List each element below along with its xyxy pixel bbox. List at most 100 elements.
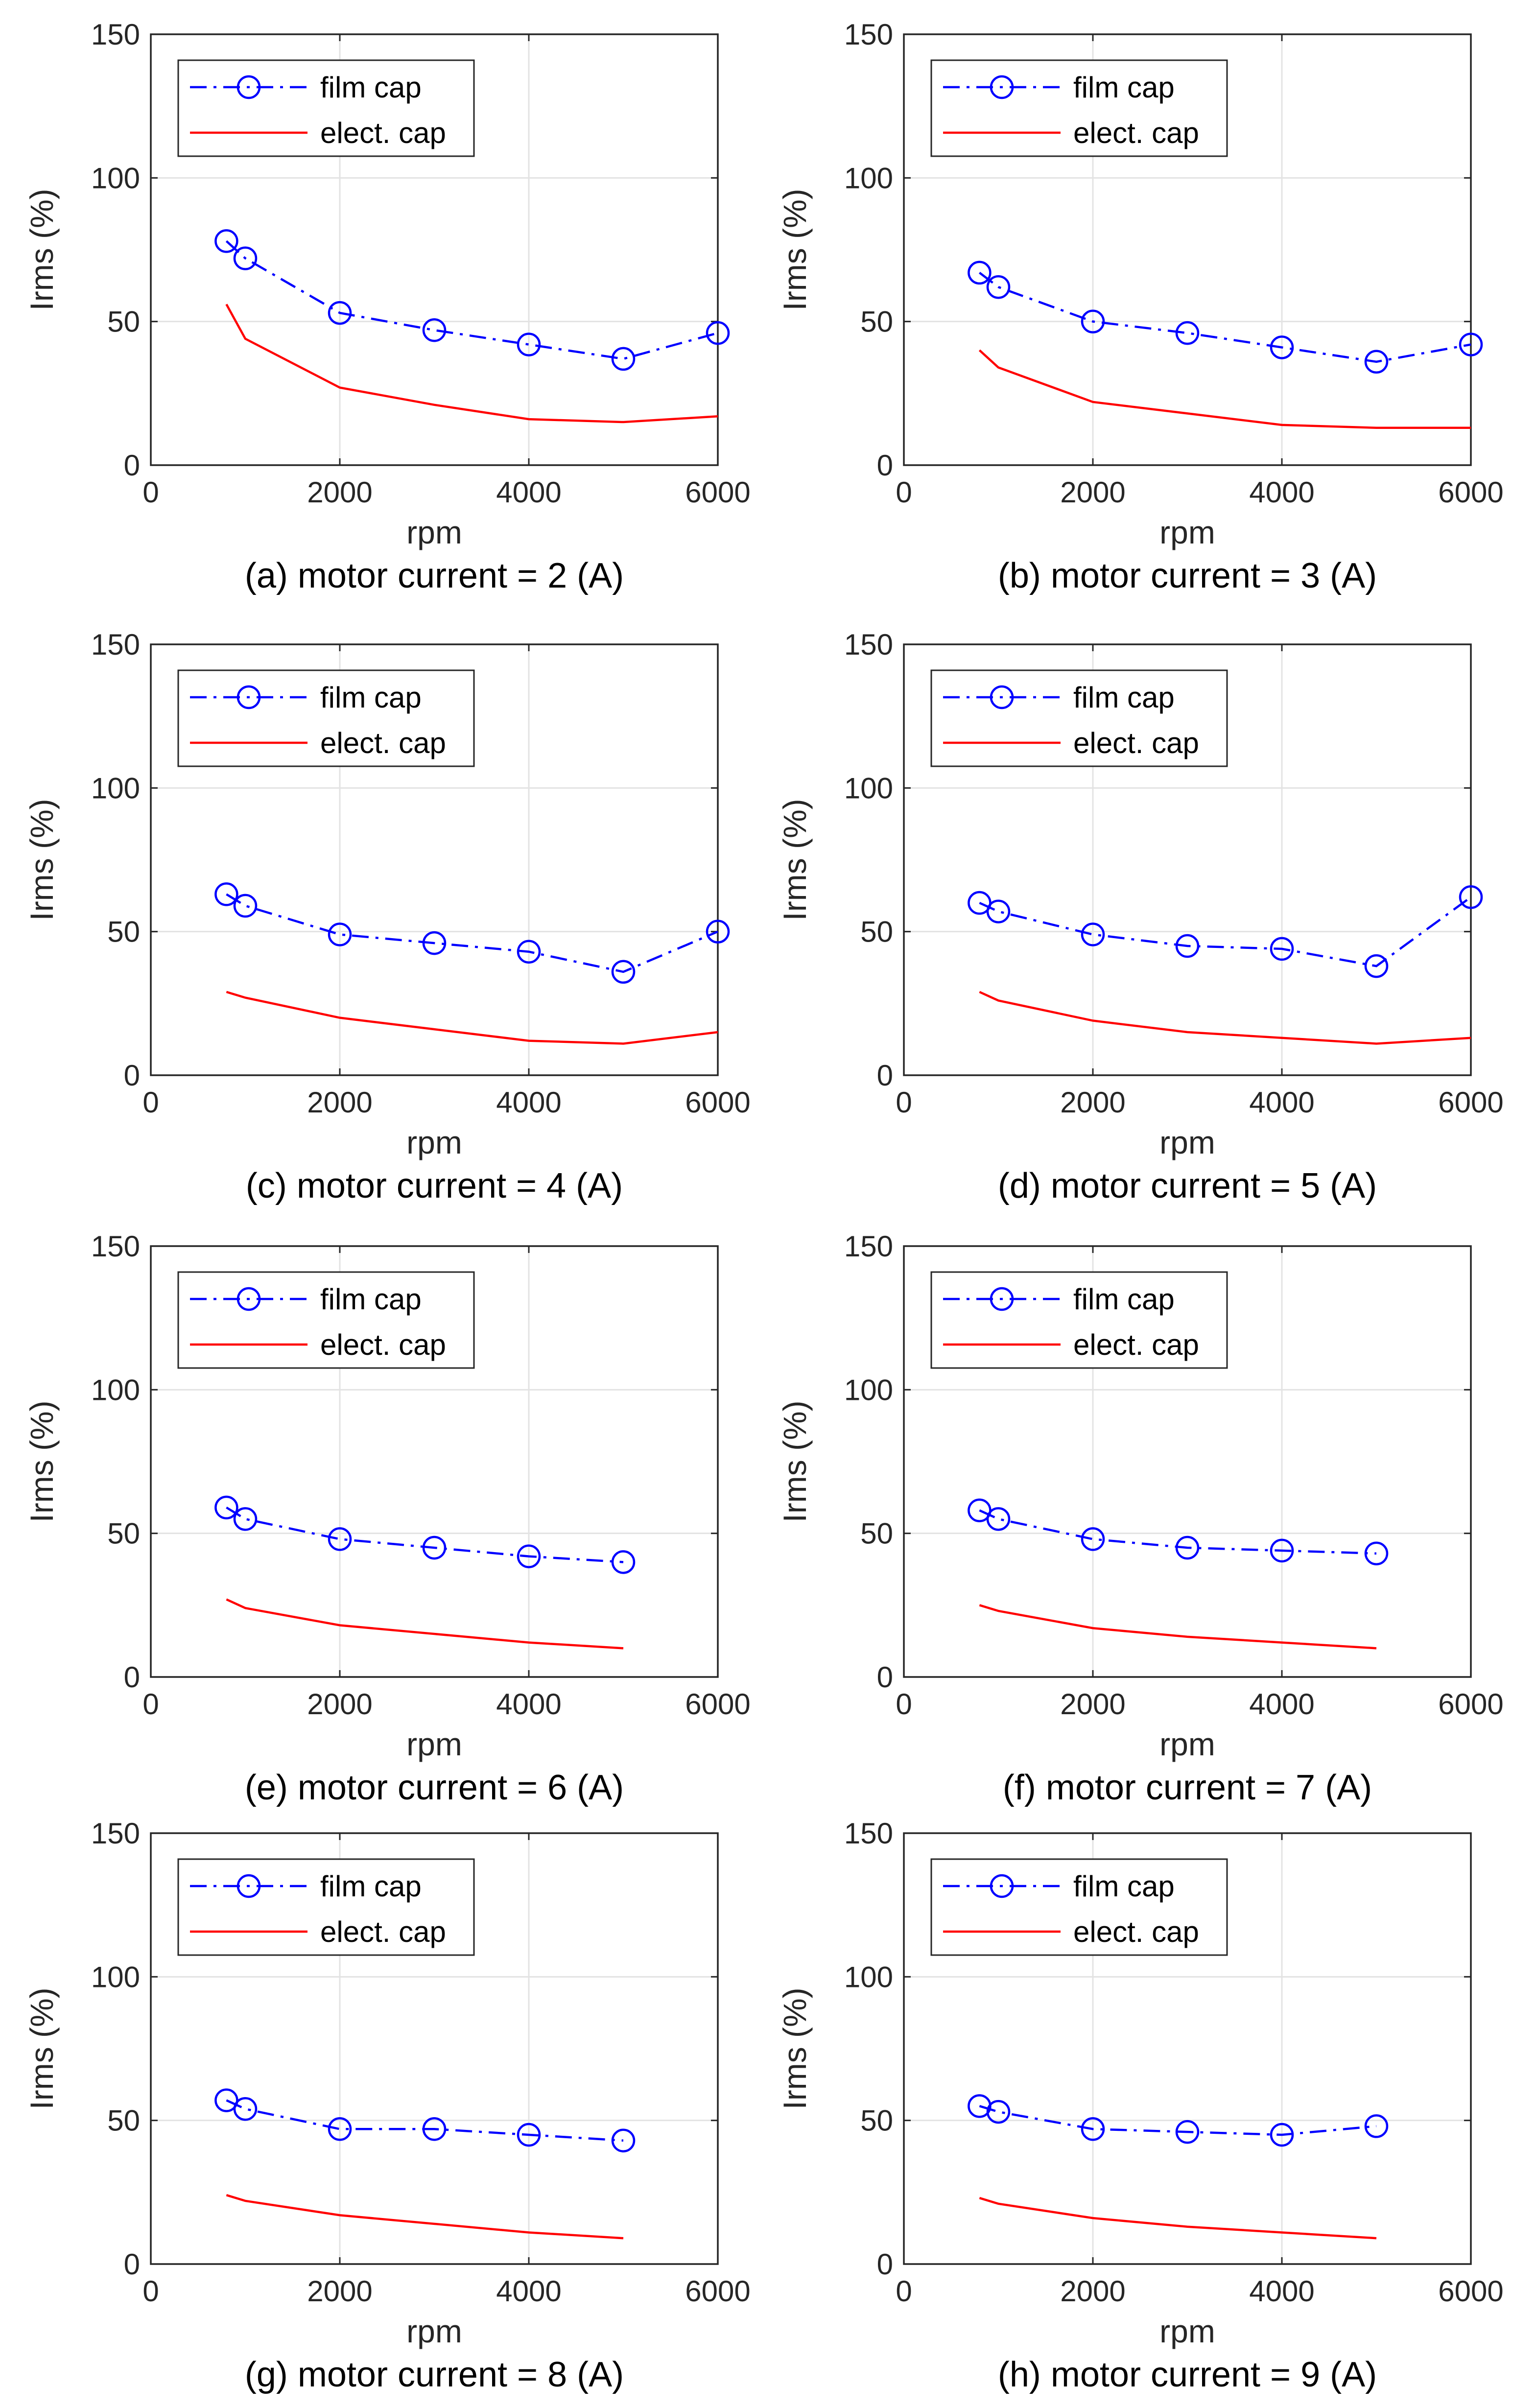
x-axis-label: rpm xyxy=(1159,1726,1215,1762)
y-tick-label: 150 xyxy=(844,18,893,51)
data-point-film-cap xyxy=(328,922,352,946)
x-tick-label: 4000 xyxy=(496,476,561,509)
data-point-film-cap xyxy=(328,2117,352,2141)
legend-label-elect-cap: elect. cap xyxy=(320,727,446,759)
x-tick-label: 4000 xyxy=(496,1086,561,1119)
legend-box xyxy=(930,59,1228,157)
y-axis-label: Irms (%) xyxy=(24,1400,60,1522)
x-axis-label: rpm xyxy=(406,1124,462,1160)
y-tick-label: 0 xyxy=(877,2248,893,2281)
x-axis-label: rpm xyxy=(406,1726,462,1762)
plot-area-box xyxy=(150,1832,719,2265)
chart-caption: (b) motor current = 3 (A) xyxy=(998,556,1377,595)
legend-label-film-cap: film cap xyxy=(320,71,422,104)
data-point-film-cap xyxy=(422,931,447,955)
data-point-film-cap xyxy=(611,1550,636,1574)
x-tick-label: 4000 xyxy=(1249,1688,1314,1721)
y-tick-label: 150 xyxy=(91,1230,140,1263)
data-point-film-cap xyxy=(706,920,730,944)
legend-box xyxy=(930,1858,1228,1956)
legend-marker-film-cap xyxy=(236,685,261,709)
y-tick-label: 50 xyxy=(860,306,893,338)
chart-panel: 0 2000 4000 6000 0 50 100 150 rpm Irms (%) (e) mot… xyxy=(24,1230,751,1807)
legend-box xyxy=(930,669,1228,767)
y-tick-label: 0 xyxy=(124,1661,140,1694)
data-point-film-cap xyxy=(233,1507,258,1531)
data-point-film-cap xyxy=(422,318,447,342)
y-tick-label: 150 xyxy=(91,628,140,661)
x-tick-label: 2000 xyxy=(307,1086,372,1119)
legend-label-film-cap: film cap xyxy=(1073,71,1175,104)
x-tick-label: 2000 xyxy=(307,2275,372,2308)
x-tick-label: 2000 xyxy=(1060,2275,1125,2308)
legend-marker-film-cap xyxy=(990,685,1014,709)
plot-area-box xyxy=(903,643,1472,1076)
x-tick-label: 6000 xyxy=(685,476,750,509)
y-tick-label: 0 xyxy=(124,2248,140,2281)
y-tick-label: 100 xyxy=(91,1960,140,1993)
data-point-film-cap xyxy=(986,275,1011,299)
series-line-film-cap xyxy=(226,893,718,973)
y-tick-label: 100 xyxy=(91,1373,140,1406)
y-tick-label: 0 xyxy=(877,1059,893,1092)
series-line-film-cap xyxy=(226,1506,624,1563)
series-line-film-cap xyxy=(979,896,1472,968)
data-point-film-cap xyxy=(1364,350,1389,374)
series-line-elect-cap xyxy=(226,2194,624,2240)
y-tick-label: 100 xyxy=(91,162,140,194)
x-tick-label: 6000 xyxy=(685,1086,750,1119)
chart-caption: (a) motor current = 2 (A) xyxy=(245,556,624,595)
data-point-film-cap xyxy=(1081,1527,1105,1551)
data-point-film-cap xyxy=(611,347,636,371)
chart-panel: 0 2000 4000 6000 0 50 100 150 rpm Irms (%) (h) mot… xyxy=(777,1817,1504,2394)
y-tick-label: 100 xyxy=(844,772,893,804)
legend-box xyxy=(177,59,475,157)
chart-panel: 0 2000 4000 6000 0 50 100 150 rpm Irms (%) (g) mot… xyxy=(24,1817,751,2394)
chart-panel: 0 2000 4000 6000 0 50 100 150 rpm Irms (%) (a) mot… xyxy=(24,18,751,595)
y-tick-label: 150 xyxy=(844,1817,893,1850)
legend-marker-film-cap xyxy=(990,1287,1014,1311)
x-tick-label: 0 xyxy=(142,2275,159,2308)
x-tick-label: 0 xyxy=(142,1688,159,1721)
data-point-film-cap xyxy=(968,260,992,285)
plot-area-box xyxy=(903,1245,1472,1678)
legend-label-film-cap: film cap xyxy=(320,1283,422,1316)
y-axis-label: Irms (%) xyxy=(24,189,60,310)
y-tick-label: 50 xyxy=(860,2104,893,2137)
chart-caption: (e) motor current = 6 (A) xyxy=(245,1768,624,1807)
y-tick-label: 50 xyxy=(860,1517,893,1550)
data-point-film-cap xyxy=(1270,2123,1294,2147)
data-point-film-cap xyxy=(517,940,541,964)
legend-label-film-cap: film cap xyxy=(320,1870,422,1903)
plot-area-box xyxy=(903,33,1472,466)
y-axis-label: Irms (%) xyxy=(24,799,60,921)
data-point-film-cap xyxy=(1364,2114,1389,2138)
legend-box xyxy=(177,669,475,767)
legend-label-elect-cap: elect. cap xyxy=(320,1328,446,1361)
data-point-film-cap xyxy=(233,246,258,270)
data-point-film-cap xyxy=(986,2100,1011,2124)
chart-caption: (h) motor current = 9 (A) xyxy=(998,2355,1377,2394)
chart-caption: (f) motor current = 7 (A) xyxy=(1003,1768,1372,1807)
data-point-film-cap xyxy=(1175,321,1200,345)
y-tick-label: 100 xyxy=(844,1373,893,1406)
x-axis-label: rpm xyxy=(406,514,462,550)
legend-label-film-cap: film cap xyxy=(1073,681,1175,714)
data-point-film-cap xyxy=(1459,885,1483,909)
data-point-film-cap xyxy=(1459,332,1483,356)
x-tick-label: 0 xyxy=(142,1086,159,1119)
y-tick-label: 0 xyxy=(124,449,140,482)
x-tick-label: 0 xyxy=(896,2275,912,2308)
x-axis-label: rpm xyxy=(1159,1124,1215,1160)
data-point-film-cap xyxy=(517,1544,541,1568)
y-tick-label: 50 xyxy=(107,1517,140,1550)
y-tick-label: 100 xyxy=(91,772,140,804)
series-line-film-cap xyxy=(979,272,1471,363)
data-point-film-cap xyxy=(706,321,730,345)
data-point-film-cap xyxy=(1175,934,1200,958)
y-tick-label: 0 xyxy=(877,449,893,482)
plot-area-box xyxy=(150,643,719,1076)
x-tick-label: 6000 xyxy=(1438,2275,1503,2308)
legend-box xyxy=(930,1271,1228,1369)
